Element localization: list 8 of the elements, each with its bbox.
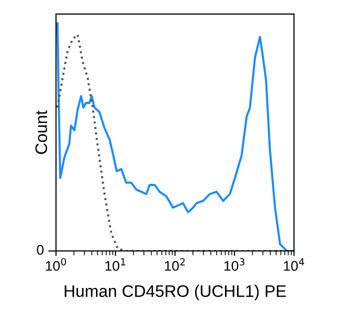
y-axis-title: Count <box>35 110 48 154</box>
x-tick-label: 10$^{1}$ <box>105 258 126 271</box>
x-axis-title: Human CD45RO (UCHL1) PE <box>64 284 286 300</box>
x-tick-label: 10$^{3}$ <box>224 258 244 271</box>
text: 0 <box>36 244 44 255</box>
x-tick-label: 10$^{4}$ <box>284 258 304 271</box>
x-tick-label: 10$^{2}$ <box>164 258 185 271</box>
x-tick-label: 10$^{0}$ <box>46 258 66 271</box>
